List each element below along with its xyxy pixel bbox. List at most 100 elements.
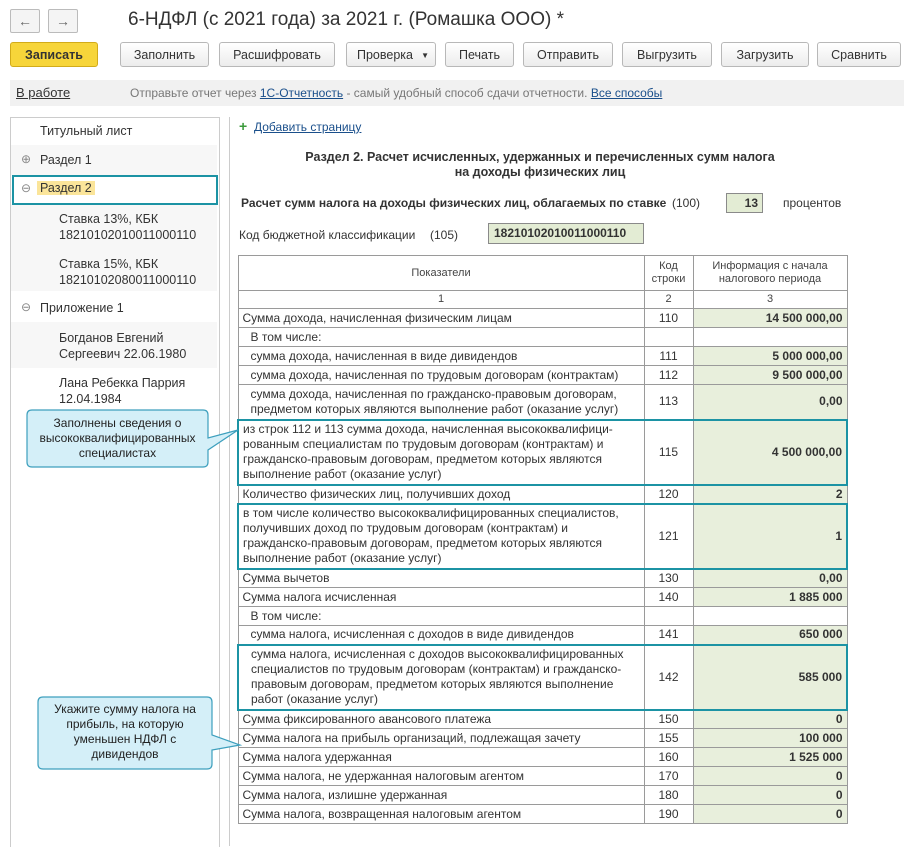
table-row: Сумма налога исчисленная 140 1 885 000 (237, 587, 848, 607)
add-page-link[interactable]: Добавить страницу (254, 120, 362, 134)
table-row: из строк 112 и 113 сумма дохода, начисле… (237, 418, 848, 486)
dropdown-arrow: ▼ (421, 51, 429, 60)
rate-unit: процентов (783, 196, 842, 210)
table-row: сумма налога, исчисленная с доходов высо… (237, 643, 848, 711)
row-label: Сумма налога, возвращенная налоговым аге… (237, 804, 645, 824)
row-value[interactable]: 1 (692, 502, 848, 570)
info-after: - самый удобный способ сдачи отчетности. (346, 86, 588, 100)
sidebar-subitem[interactable]: Ставка 13%, КБК 18210102010011000110 (59, 212, 197, 242)
sidebar-row-bg (11, 322, 217, 368)
header-row: Показатели Код строки Информация с начал… (237, 255, 848, 291)
content-border (229, 117, 230, 846)
row-value[interactable]: 5 000 000,00 (692, 346, 848, 366)
table-row: В том числе: (237, 327, 848, 347)
row-code: 190 (643, 804, 694, 824)
rate-label: Расчет сумм налога на доходы физических … (241, 196, 667, 210)
kbk-label: Код бюджетной классификации (239, 228, 416, 242)
row-label: Сумма фиксированного авансового платежа (237, 709, 645, 729)
sidebar-item[interactable]: Раздел 1 (40, 153, 92, 167)
row-label: В том числе: (237, 606, 645, 626)
row-value[interactable]: 14 500 000,00 (692, 308, 848, 328)
collapse-icon[interactable]: ⊖ (21, 181, 32, 195)
back-button[interactable]: ← (10, 9, 40, 33)
row-value[interactable]: 1 525 000 (692, 747, 848, 767)
info-text: Отправьте отчет через 1С-Отчетность - са… (130, 86, 662, 100)
row-code: 170 (643, 766, 694, 786)
window-title: 6-НДФЛ (с 2021 года) за 2021 г. (Ромашка… (128, 9, 564, 30)
row-value[interactable]: 585 000 (692, 643, 848, 711)
header-cell: Информация с начала налогового периода (692, 255, 848, 291)
sidebar-item-selected[interactable]: Раздел 2 (37, 181, 95, 195)
import-button[interactable]: Загрузить (721, 42, 809, 67)
callout-shape (26, 409, 239, 468)
row-value[interactable]: 0 (692, 804, 848, 824)
row-label: сумма дохода, начисленная по гражданско-… (237, 384, 645, 420)
export-button[interactable]: Выгрузить (622, 42, 712, 67)
row-value[interactable]: 4 500 000,00 (692, 418, 848, 486)
table-row: Сумма налога на прибыль организаций, под… (237, 728, 848, 748)
row-value[interactable]: 0 (692, 766, 848, 786)
row-value[interactable]: 650 000 (692, 625, 848, 645)
table-row: Сумма налога, возвращенная налоговым аге… (237, 804, 848, 824)
forward-button[interactable]: → (48, 9, 78, 33)
info-bar: В работе Отправьте отчет через 1С-Отчетн… (10, 80, 904, 106)
send-button[interactable]: Отправить (523, 42, 613, 67)
row-value[interactable]: 9 500 000,00 (692, 365, 848, 385)
kbk-field[interactable]: 18210102010011000110 (488, 223, 644, 244)
fill-button[interactable]: Заполнить (120, 42, 209, 67)
row-label: в том числе количество высококвалифициро… (237, 502, 645, 570)
table-row: сумма дохода, начисленная по гражданско-… (237, 384, 848, 420)
report-table: Показатели Код строки Информация с начал… (237, 255, 848, 824)
collapse-icon[interactable]: ⊖ (21, 300, 32, 314)
add-icon[interactable]: + (239, 118, 248, 134)
header-cell: Код строки (643, 255, 694, 291)
row-value[interactable]: 1 885 000 (692, 587, 848, 607)
row-label: Сумма налога на прибыль организаций, под… (237, 728, 645, 748)
sidebar-item[interactable]: Приложение 1 (40, 301, 124, 315)
table-row: Сумма дохода, начисленная физическим лиц… (237, 308, 848, 328)
save-button[interactable]: Записать (10, 42, 98, 67)
row-label: Сумма дохода, начисленная физическим лиц… (237, 308, 645, 328)
selection-frame (12, 175, 218, 205)
sidebar-item[interactable]: Титульный лист (40, 124, 133, 138)
table-row: в том числе количество высококвалифициро… (237, 502, 848, 570)
section-title: Раздел 2. Расчет исчисленных, удержанных… (305, 150, 775, 179)
reporting-link[interactable]: 1С-Отчетность (259, 86, 344, 100)
row-code: 130 (643, 568, 694, 588)
row-code: 121 (643, 502, 694, 570)
sidebar-subitem[interactable]: Богданов Евгений Сергеевич 22.06.1980 (59, 331, 187, 361)
row-label: В том числе: (237, 327, 645, 347)
row-code: 111 (643, 346, 694, 366)
decode-button[interactable]: Расшифровать (219, 42, 335, 67)
sidebar-row-bg (11, 204, 217, 291)
table-row: сумма дохода, начисленная в виде дивиден… (237, 346, 848, 366)
check-button[interactable]: Проверка ▼ (346, 42, 436, 67)
row-value[interactable]: 0,00 (692, 568, 848, 588)
callout-text: Заполнены сведения о высококвалифицирова… (39, 416, 196, 460)
row-value[interactable]: 0,00 (692, 384, 848, 420)
compare-button[interactable]: Сравнить (817, 42, 901, 67)
table-row: Сумма вычетов 130 0,00 (237, 568, 848, 588)
sidebar (10, 117, 220, 847)
sidebar-subitem[interactable]: Лана Ребекка Паррия 12.04.1984 (59, 376, 186, 406)
all-ways-link[interactable]: Все способы (590, 86, 663, 100)
sidebar-row-bg (11, 145, 217, 175)
table-row: Сумма фиксированного авансового платежа 1… (237, 709, 848, 729)
status-link[interactable]: В работе (16, 85, 71, 100)
expand-icon[interactable]: ⊕ (21, 152, 32, 166)
rate-code: (100) (672, 196, 701, 210)
row-label: сумма налога, исчисленная с доходов высо… (237, 643, 645, 711)
rate-field[interactable]: 13 (726, 193, 763, 213)
print-button[interactable]: Печать (445, 42, 514, 67)
row-code: 140 (643, 587, 694, 607)
row-code: 115 (643, 418, 694, 486)
kbk-code: (105) (430, 228, 459, 242)
table-row: Сумма налога, не удержанная налоговым аг… (237, 766, 848, 786)
row-label: Количество физических лиц, получивших до… (237, 484, 645, 504)
sidebar-subitem[interactable]: Ставка 15%, КБК 18210102080011000110 (59, 257, 197, 287)
row-value[interactable]: 2 (692, 484, 848, 504)
info-before: Отправьте отчет через (130, 86, 257, 100)
